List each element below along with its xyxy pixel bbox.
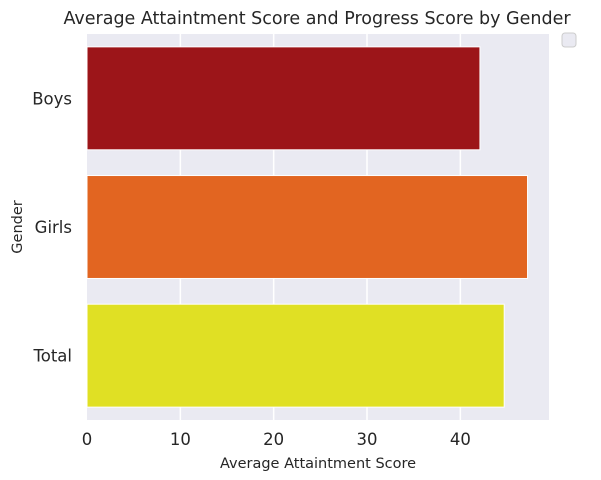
x-tick-label: 40 bbox=[450, 430, 471, 449]
x-tick-label: 0 bbox=[82, 430, 93, 449]
y-axis-label: Gender bbox=[10, 200, 26, 253]
chart-title: Average Attaintment Score and Progress S… bbox=[63, 9, 571, 29]
y-tick-label-total: Total bbox=[32, 347, 72, 366]
x-tick-labels: 0 10 20 30 40 bbox=[82, 430, 471, 449]
bar-girls bbox=[86, 175, 529, 279]
y-tick-label-boys: Boys bbox=[32, 89, 72, 108]
y-tick-label-girls: Girls bbox=[35, 218, 72, 237]
x-tick-label: 30 bbox=[357, 430, 378, 449]
legend-box bbox=[561, 32, 577, 48]
x-tick-label: 20 bbox=[263, 430, 284, 449]
y-tick-labels: Boys Girls Total bbox=[32, 89, 72, 365]
bar-boys bbox=[86, 46, 481, 151]
bars bbox=[86, 46, 529, 408]
x-tick-label: 10 bbox=[170, 430, 191, 449]
bar-total bbox=[86, 303, 505, 408]
x-axis-label: Average Attaintment Score bbox=[220, 456, 416, 472]
